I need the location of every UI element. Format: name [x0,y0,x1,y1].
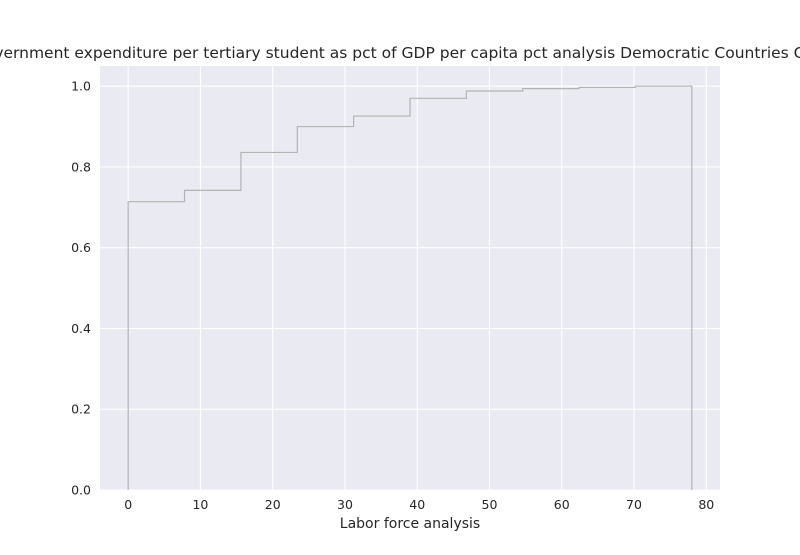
y-tick-label: 0.6 [71,240,91,255]
series-layer [127,85,693,490]
x-tick-label: 50 [482,497,498,512]
x-tick-label: 60 [554,497,570,512]
y-tick-label: 1.0 [71,79,91,94]
x-tick-label: 70 [626,497,642,512]
x-tick-label: 30 [337,497,353,512]
y-tick-label: 0.8 [71,159,91,174]
y-tick-label: 0.2 [71,402,91,417]
x-tick-label: 20 [265,497,281,512]
x-axis-label: Labor force analysis [340,516,480,532]
y-tick-label: 0.4 [71,321,91,336]
grid-lines [100,66,720,491]
tick-labels: 0 10 20 30 40 50 60 70 80 0.0 0.2 0.4 0.6 0.8 1.0 [71,79,714,512]
chart-title: Government expenditure per tertiary stud… [0,44,800,62]
x-tick-label: 0 [124,497,132,512]
x-tick-label: 80 [698,497,714,512]
x-tick-label: 40 [409,497,425,512]
cdf-step-line [127,85,693,490]
y-tick-label: 0.0 [71,483,91,498]
plot-area [100,66,720,490]
x-tick-label: 10 [192,497,208,512]
